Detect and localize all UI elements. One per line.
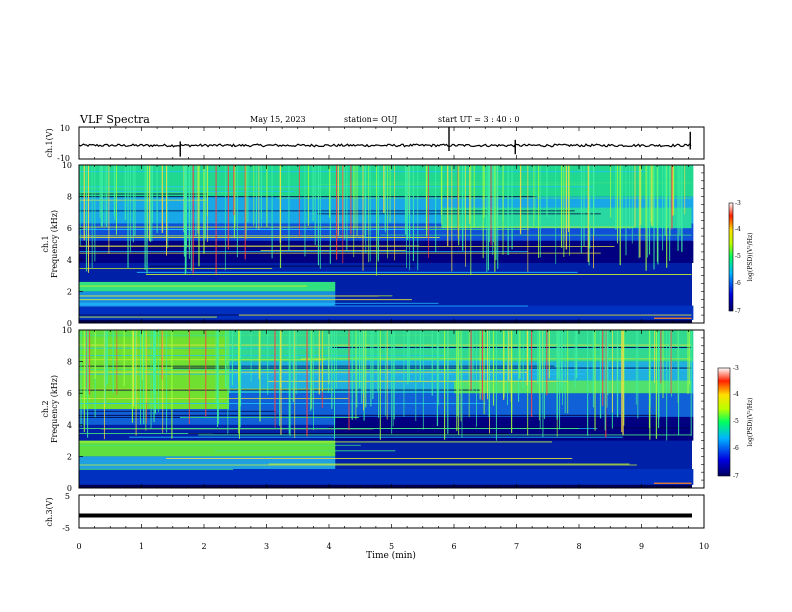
- frequency-tick-label: 2: [67, 287, 72, 296]
- time-tick-label: 2: [201, 542, 206, 551]
- ch2-spectrogram-yticks: 0 2 4 6 8 10: [62, 326, 704, 493]
- ch1-colorbar-tick: -4: [735, 226, 741, 233]
- spectrogram-band: [79, 291, 336, 306]
- ch1-waveform-trace: [78, 143, 692, 148]
- frequency-tick-label: 8: [67, 358, 72, 367]
- ch2-spectrogram-heatmap: [79, 330, 704, 488]
- spectrogram-band: [229, 330, 704, 362]
- spectrogram-band: [79, 281, 336, 292]
- station-label: station= OUJ: [344, 115, 397, 124]
- ch2-colorbar-gradient: [717, 367, 731, 477]
- spectrogram-low-band: [79, 484, 692, 488]
- time-tick-label: 9: [639, 542, 644, 551]
- frequency-tick-label: 10: [62, 161, 72, 170]
- ch3-ytick-top: 5: [65, 492, 70, 501]
- time-tick-label: 0: [76, 542, 81, 551]
- ch1-colorbar-tick: -7: [735, 308, 741, 315]
- ch1-colorbar-gradient: [728, 202, 734, 312]
- frequency-tick-label: 0: [67, 484, 72, 493]
- ch2-colorbar-tick: -3: [733, 365, 739, 372]
- ch3-waveform-ylabel: ch.3(V): [45, 497, 54, 526]
- ch3-waveform-panel: 5 -5 ch.3(V): [45, 492, 705, 533]
- ch1-ytick-bottom: -10: [57, 154, 70, 163]
- ch2-colorbar: -3 -4 -5 -6 -7 log(PSD)(V2/Hz): [717, 365, 754, 480]
- frequency-tick-label: 6: [67, 224, 72, 233]
- ch1-spectrogram-panel: 0 2 4 6 8 10 ch.1 Frequency (kHz) -3 -4 -5 -6…: [41, 161, 754, 328]
- time-tick-label: 10: [699, 542, 709, 551]
- ch2-colorbar-tick: -4: [733, 391, 739, 398]
- frequency-tick-label: 6: [67, 389, 72, 398]
- ch1-spectrogram-ylabel-channel: ch.1: [41, 235, 50, 252]
- frequency-tick-label: 10: [62, 326, 72, 335]
- ch2-spectrogram-ylabel: Frequency (kHz): [50, 375, 59, 443]
- spectrogram-low-band: [79, 319, 692, 323]
- ch2-colorbar-tick: -7: [733, 473, 739, 480]
- ch2-spectrogram-ylabel-channel: ch.2: [41, 400, 50, 417]
- ch1-spectrogram-yticks: 0 2 4 6 8 10: [62, 161, 704, 328]
- ch1-spectrogram-heatmap: [79, 165, 704, 323]
- time-axis-labels: 0 1 2 3 4 5 6 7 8 9 10: [76, 542, 709, 551]
- ch3-ytick-bottom: -5: [62, 524, 70, 533]
- ch1-colorbar-tick: -5: [735, 253, 741, 260]
- ch2-spectrogram-panel: 0 2 4 6 8 10 ch.2 Frequency (kHz) -3 -4 -5 -6…: [41, 326, 754, 493]
- time-axis-ticks: [78, 127, 705, 528]
- ch1-colorbar: -3 -4 -5 -6 -7 log(PSD)(V2/Hz): [728, 200, 754, 315]
- frequency-tick-label: 4: [67, 421, 72, 430]
- spectrogram-band: [454, 380, 692, 394]
- ch1-waveform-ylabel: ch.1(V): [45, 128, 54, 157]
- spectrogram-band: [79, 469, 704, 485]
- ch1-colorbar-label: log(PSD)(V2/Hz): [746, 233, 754, 282]
- date-label: May 15, 2023: [250, 115, 306, 124]
- frequency-tick-label: 2: [67, 452, 72, 461]
- time-tick-label: 1: [139, 542, 144, 551]
- ch1-waveform-frame: [78, 126, 705, 160]
- figure-title: VLF Spectra: [79, 113, 150, 126]
- frequency-tick-label: 0: [67, 319, 72, 328]
- spectrogram-blank-tail: [693, 165, 704, 323]
- time-tick-label: 5: [389, 542, 394, 551]
- time-tick-label: 6: [451, 542, 456, 551]
- time-tick-label: 4: [326, 542, 331, 551]
- spectrogram-band: [79, 305, 704, 320]
- spectrogram-band: [79, 240, 704, 263]
- spectrogram-blank-tail: [693, 330, 704, 488]
- ch1-spectrogram-ylabel: Frequency (kHz): [50, 210, 59, 278]
- ch3-waveform-frame: [78, 494, 705, 529]
- time-tick-label: 8: [576, 542, 581, 551]
- start-time-label: start UT = 3 : 40 : 0: [438, 115, 519, 124]
- time-tick-label: 3: [264, 542, 269, 551]
- ch2-colorbar-tick: -6: [733, 445, 739, 452]
- ch1-waveform-panel: 10 -10 ch.1(V): [45, 124, 705, 163]
- ch2-colorbar-label: log(PSD)(V2/Hz): [746, 398, 754, 447]
- spectrogram-band: [79, 440, 336, 457]
- ch1-colorbar-tick: -3: [735, 200, 741, 207]
- time-tick-label: 7: [514, 542, 519, 551]
- time-axis-title: Time (min): [366, 550, 416, 561]
- frequency-tick-label: 4: [67, 256, 72, 265]
- ch1-ytick-top: 10: [60, 124, 70, 133]
- ch2-colorbar-tick: -5: [733, 418, 739, 425]
- ch1-waveform-spikes: [179, 127, 691, 157]
- spectrogram-band: [79, 456, 336, 470]
- ch1-colorbar-tick: -6: [735, 280, 741, 287]
- frequency-tick-label: 8: [67, 193, 72, 202]
